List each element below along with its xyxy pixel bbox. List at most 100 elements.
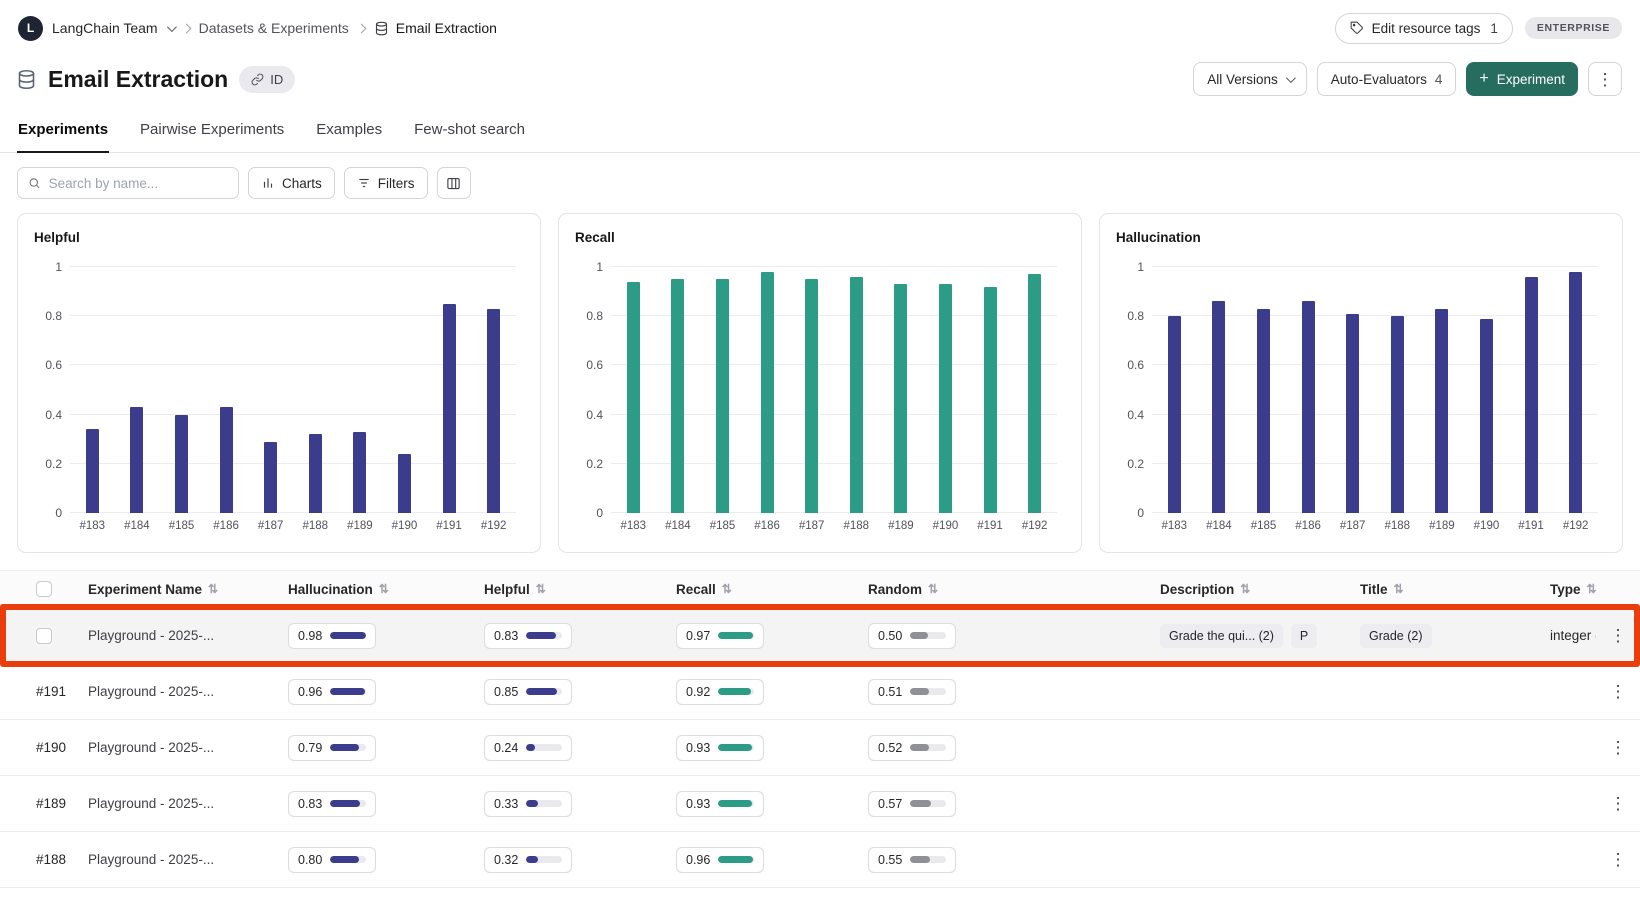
bar-187[interactable]	[1346, 313, 1360, 513]
metric-pill-hallucination[interactable]: 0.96	[288, 678, 377, 705]
bar-185[interactable]	[715, 279, 729, 513]
title-badge[interactable]: Grade (2)	[1360, 623, 1432, 648]
tab-experiments[interactable]: Experiments	[17, 110, 110, 153]
row-menu-button[interactable]: ⋮	[1609, 795, 1627, 812]
page-more-options-button[interactable]: ⋮	[1588, 62, 1622, 96]
search-input[interactable]	[48, 175, 228, 191]
metric-pill-recall[interactable]: 0.92	[676, 678, 765, 705]
team-switcher[interactable]: LangChain Team	[52, 20, 158, 36]
sort-icon[interactable]: ⇅	[721, 582, 732, 596]
metric-pill-hallucination[interactable]: 0.83	[288, 790, 377, 817]
bar-186[interactable]	[760, 271, 774, 513]
bar-183[interactable]	[85, 429, 99, 513]
metric-pill-hallucination[interactable]: 0.80	[288, 846, 377, 873]
metric-pill-random[interactable]: 0.50	[868, 622, 957, 649]
bar-188[interactable]	[1390, 316, 1404, 513]
row-menu-button[interactable]: ⋮	[1609, 739, 1627, 756]
bar-185[interactable]	[1256, 308, 1270, 513]
sort-icon[interactable]: ⇅	[535, 582, 546, 596]
column-header-helpful[interactable]: Helpful ⇅	[484, 582, 676, 597]
experiment-name-link[interactable]: Playground - 2025-...	[88, 628, 215, 643]
experiment-name-link[interactable]: Playground - 2025-...	[88, 684, 215, 699]
bar-192[interactable]	[1028, 274, 1042, 513]
bar-188[interactable]	[308, 434, 322, 513]
bar-190[interactable]	[938, 284, 952, 513]
metric-pill-recall[interactable]: 0.93	[676, 790, 765, 817]
bar-188[interactable]	[849, 276, 863, 513]
table-row[interactable]: #188 Playground - 2025-... 0.80 0.32 0.96 0.5…	[0, 832, 1640, 888]
description-badge[interactable]: Grade the qui... (2)	[1160, 623, 1283, 648]
metric-pill-recall[interactable]: 0.97	[676, 622, 765, 649]
org-avatar[interactable]: L	[18, 15, 43, 41]
bar-183[interactable]	[1167, 316, 1181, 513]
bar-189[interactable]	[1435, 308, 1449, 513]
bar-186[interactable]	[1301, 301, 1315, 513]
metric-pill-hallucination[interactable]: 0.98	[288, 622, 377, 649]
columns-button[interactable]	[436, 167, 471, 199]
experiment-name-link[interactable]: Playground - 2025-...	[88, 796, 215, 811]
column-header-type[interactable]: Type ⇅	[1550, 582, 1597, 597]
breadcrumb-datasets-link[interactable]: Datasets & Experiments	[198, 20, 349, 36]
copy-id-button[interactable]: ID	[239, 65, 296, 93]
row-menu-button[interactable]: ⋮	[1609, 851, 1627, 868]
metric-pill-helpful[interactable]: 0.83	[484, 622, 573, 649]
sort-icon[interactable]: ⇅	[1393, 582, 1404, 596]
row-menu-button[interactable]: ⋮	[1609, 627, 1627, 644]
table-row[interactable]: Playground - 2025-... 0.98 0.83 0.97 0.50 Gra…	[0, 604, 1640, 667]
bar-184[interactable]	[130, 407, 144, 513]
bar-183[interactable]	[626, 281, 640, 513]
metric-pill-random[interactable]: 0.55	[868, 846, 957, 873]
metric-pill-random[interactable]: 0.51	[868, 678, 957, 705]
column-header-description[interactable]: Description ⇅	[1160, 582, 1360, 597]
bar-189[interactable]	[353, 431, 367, 513]
bar-192[interactable]	[1569, 271, 1583, 513]
metric-pill-hallucination[interactable]: 0.79	[288, 734, 377, 761]
charts-toggle-button[interactable]: Charts	[248, 167, 335, 199]
bar-189[interactable]	[894, 284, 908, 513]
bar-187[interactable]	[805, 279, 819, 513]
bar-191[interactable]	[442, 303, 456, 513]
sort-icon[interactable]: ⇅	[1586, 582, 1597, 596]
bar-190[interactable]	[1479, 318, 1493, 513]
bar-187[interactable]	[264, 441, 278, 513]
column-header-recall[interactable]: Recall ⇅	[676, 582, 868, 597]
bar-184[interactable]	[671, 279, 685, 513]
metric-pill-recall[interactable]: 0.96	[676, 846, 765, 873]
sort-icon[interactable]: ⇅	[378, 582, 389, 596]
bar-185[interactable]	[174, 414, 188, 513]
metric-pill-recall[interactable]: 0.93	[676, 734, 765, 761]
filters-button[interactable]: Filters	[343, 167, 428, 199]
column-header-random[interactable]: Random ⇅	[868, 582, 1160, 597]
tab-examples[interactable]: Examples	[316, 121, 383, 138]
bar-192[interactable]	[487, 308, 501, 513]
auto-evaluators-button[interactable]: Auto-Evaluators 4	[1316, 62, 1457, 96]
bar-186[interactable]	[219, 407, 233, 513]
metric-pill-random[interactable]: 0.52	[868, 734, 957, 761]
sort-icon[interactable]: ⇅	[928, 582, 939, 596]
column-header-hallucination[interactable]: Hallucination ⇅	[288, 582, 484, 597]
bar-191[interactable]	[1524, 276, 1538, 513]
experiment-name-link[interactable]: Playground - 2025-...	[88, 852, 215, 867]
description-badge-extra[interactable]: P	[1290, 623, 1318, 648]
metric-pill-helpful[interactable]: 0.33	[484, 790, 573, 817]
bar-184[interactable]	[1212, 301, 1226, 513]
column-header-experiment-name[interactable]: Experiment Name ⇅	[88, 582, 288, 597]
metric-pill-helpful[interactable]: 0.32	[484, 846, 573, 873]
new-experiment-button[interactable]: + Experiment	[1466, 62, 1578, 96]
metric-pill-helpful[interactable]: 0.24	[484, 734, 573, 761]
select-all-checkbox[interactable]	[36, 581, 52, 597]
bar-190[interactable]	[397, 453, 411, 513]
row-menu-button[interactable]: ⋮	[1609, 683, 1627, 700]
metric-pill-helpful[interactable]: 0.85	[484, 678, 573, 705]
metric-pill-random[interactable]: 0.57	[868, 790, 957, 817]
table-row[interactable]: #190 Playground - 2025-... 0.79 0.24 0.93 0.5…	[0, 720, 1640, 776]
experiment-name-link[interactable]: Playground - 2025-...	[88, 740, 215, 755]
table-row[interactable]: #189 Playground - 2025-... 0.83 0.33 0.93 0.5…	[0, 776, 1640, 832]
tab-pairwise-experiments[interactable]: Pairwise Experiments	[140, 121, 285, 138]
table-row[interactable]: #191 Playground - 2025-... 0.96 0.85 0.92 0.5…	[0, 664, 1640, 720]
bar-191[interactable]	[983, 286, 997, 513]
row-checkbox[interactable]	[36, 627, 52, 644]
versions-dropdown[interactable]: All Versions	[1193, 62, 1307, 96]
sort-icon[interactable]: ⇅	[1240, 582, 1251, 596]
sort-icon[interactable]: ⇅	[208, 582, 219, 596]
